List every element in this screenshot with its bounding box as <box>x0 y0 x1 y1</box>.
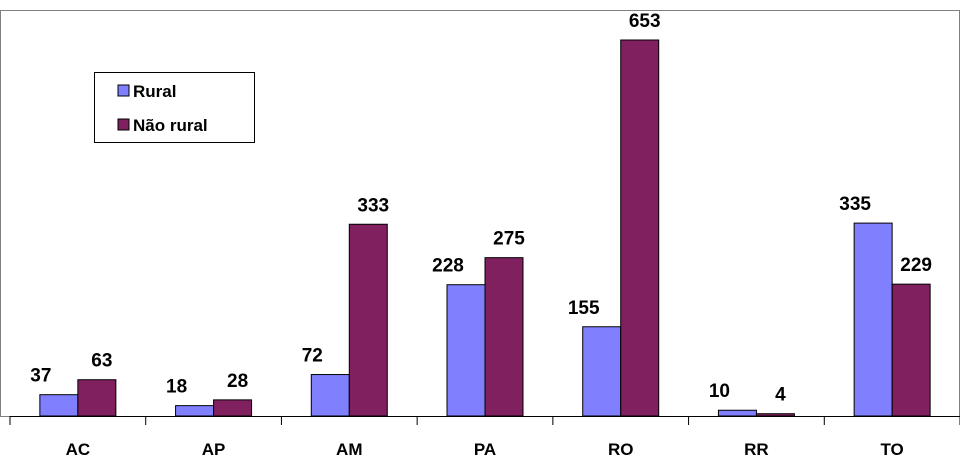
bar-rural-rr <box>717 409 757 417</box>
value-label-rural-am: 72 <box>302 346 323 367</box>
bar-rural-ap <box>175 405 215 417</box>
legend-label-rural: Rural <box>133 82 176 101</box>
category-label-ap: AP <box>202 440 226 459</box>
bar-rural-am <box>310 374 350 417</box>
category-label-ro: RO <box>608 440 634 459</box>
bar-nao-rural-ac <box>77 379 117 417</box>
bar-rural-ac <box>39 394 79 417</box>
value-label-nao-rural-ap: 28 <box>227 371 248 392</box>
value-label-nao-rural-ac: 63 <box>91 351 112 372</box>
category-label-pa: PA <box>474 440 496 459</box>
bar-rural-pa <box>446 284 486 417</box>
legend-swatch-rural <box>117 84 130 97</box>
value-label-rural-ap: 18 <box>166 377 187 398</box>
value-label-nao-rural-am: 333 <box>357 195 389 216</box>
category-labels-group: AC AP AM PA RO RR TO <box>66 440 904 459</box>
legend-swatch-nao-rural <box>117 118 130 131</box>
value-label-rural-ac: 37 <box>30 366 51 387</box>
value-label-nao-rural-ro: 653 <box>629 11 661 32</box>
category-label-to: TO <box>880 440 903 459</box>
x-ticks-group <box>9 416 960 425</box>
bar-nao-rural-rr <box>755 413 795 417</box>
value-label-rural-rr: 10 <box>709 381 730 402</box>
legend-label-nao-rural: Não rural <box>133 116 208 135</box>
value-label-rural-to: 335 <box>839 194 871 215</box>
legend-box <box>94 72 255 143</box>
value-label-rural-pa: 228 <box>432 256 464 277</box>
bar-rural-ro <box>582 326 622 417</box>
legend: Rural Não rural <box>94 72 255 143</box>
category-label-am: AM <box>336 440 362 459</box>
value-label-nao-rural-to: 229 <box>900 255 932 276</box>
category-label-ac: AC <box>66 440 91 459</box>
value-label-nao-rural-pa: 275 <box>493 229 525 250</box>
value-labels-group: 37 63 18 28 72 333 228 275 155 653 10 4 335 229 <box>30 11 932 406</box>
bar-rural-to <box>853 222 893 417</box>
bar-nao-rural-pa <box>484 257 524 417</box>
bar-nao-rural-to <box>891 283 931 417</box>
value-label-rural-ro: 155 <box>568 298 600 319</box>
category-label-rr: RR <box>744 440 769 459</box>
value-label-nao-rural-rr: 4 <box>775 385 786 406</box>
bar-nao-rural-am <box>348 223 388 417</box>
bars-group <box>39 39 931 417</box>
bar-nao-rural-ro <box>620 39 660 417</box>
bar-nao-rural-ap <box>213 399 253 417</box>
